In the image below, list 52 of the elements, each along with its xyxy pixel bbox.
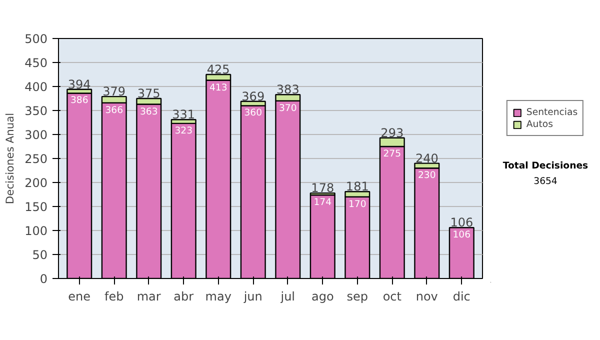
x-tick-label: ene bbox=[68, 290, 91, 304]
x-tick-label: sep bbox=[346, 290, 368, 304]
y-tick-label: 450 bbox=[24, 56, 48, 70]
x-tick-label: mar bbox=[136, 290, 161, 304]
y-tick-label: 50 bbox=[32, 248, 48, 262]
data-label: 360 bbox=[244, 108, 262, 119]
x-tick-label: oct bbox=[382, 290, 402, 304]
total-label: 394 bbox=[68, 77, 91, 92]
total-label: 181 bbox=[346, 180, 369, 194]
data-label: 275 bbox=[383, 148, 402, 160]
x-tick-label: may bbox=[205, 290, 232, 304]
text: Total Decisiones bbox=[502, 160, 589, 172]
x-tick-label: jul bbox=[280, 290, 296, 304]
x-tick-label: nov bbox=[416, 290, 438, 304]
y-tick-label: 350 bbox=[24, 104, 48, 118]
y-tick-label: 300 bbox=[24, 128, 48, 142]
x-tick-label: abr bbox=[174, 290, 194, 304]
data-label: 230 bbox=[418, 170, 436, 182]
x-tick-label: dic bbox=[452, 290, 470, 304]
y-tick-label: 500 bbox=[24, 32, 48, 46]
y-tick-label: 250 bbox=[24, 152, 48, 166]
total-label: 240 bbox=[415, 151, 438, 166]
total-label: 293 bbox=[380, 126, 404, 140]
y-tick-label: 150 bbox=[24, 200, 48, 214]
data-label: 386 bbox=[70, 95, 88, 106]
data-label: 170 bbox=[348, 198, 366, 210]
total-label: 375 bbox=[137, 86, 160, 100]
y-axis-title: Decisiones Anual bbox=[4, 112, 17, 204]
y-tick-label: 100 bbox=[24, 224, 48, 238]
total-label: 178 bbox=[311, 181, 334, 196]
total-label: 379 bbox=[102, 84, 126, 99]
x-tick-label: ago bbox=[311, 290, 334, 304]
y-tick-label: 200 bbox=[24, 176, 48, 190]
data-label: 363 bbox=[140, 106, 158, 118]
total-label: 369 bbox=[242, 89, 265, 104]
legend-label: Autos bbox=[526, 118, 553, 130]
text: 3654 bbox=[534, 176, 558, 188]
total-label: 425 bbox=[206, 62, 230, 76]
total-label: 331 bbox=[172, 108, 196, 122]
data-label: 413 bbox=[209, 82, 228, 94]
data-label: 366 bbox=[105, 104, 124, 116]
total-label: 383 bbox=[276, 82, 300, 97]
x-tick-label: feb bbox=[104, 290, 124, 304]
y-tick-label: 400 bbox=[24, 80, 48, 94]
data-label: 370 bbox=[278, 102, 297, 114]
data-label: 106 bbox=[452, 230, 471, 241]
total-label: 106 bbox=[450, 216, 474, 230]
data-label: 323 bbox=[174, 125, 193, 136]
data-label: 174 bbox=[314, 196, 332, 208]
x-tick-label: jun bbox=[242, 290, 262, 304]
y-tick-label: 0 bbox=[40, 272, 48, 286]
legend-label: Sentencias bbox=[526, 106, 578, 118]
